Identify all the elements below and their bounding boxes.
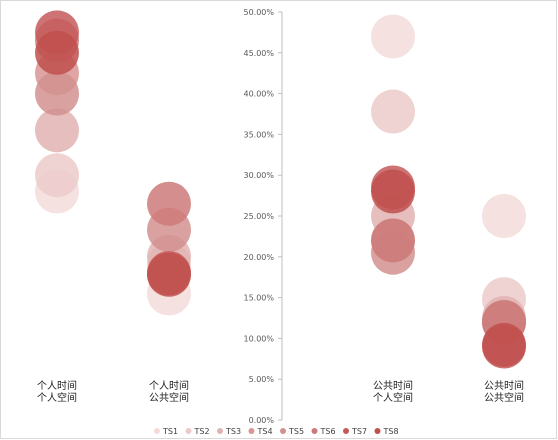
category-label: 个人时间 bbox=[149, 379, 189, 392]
y-tick-label: 5.00% bbox=[249, 375, 275, 384]
y-tick-label: 40.00% bbox=[243, 90, 274, 99]
category-label: 个人空间 bbox=[37, 391, 77, 404]
legend-marker-ts5 bbox=[280, 428, 286, 434]
legend-label-ts5: TS5 bbox=[288, 427, 304, 436]
legend-marker-ts8 bbox=[374, 428, 381, 434]
legend-label-ts4: TS4 bbox=[257, 427, 273, 436]
y-tick-label: 35.00% bbox=[243, 130, 274, 139]
data-point-ts8-cat3 bbox=[371, 169, 415, 214]
legend-marker-ts7 bbox=[343, 428, 349, 434]
category-label: 公共空间 bbox=[484, 391, 524, 404]
y-tick-label: 20.00% bbox=[243, 253, 274, 262]
data-point-ts1-cat4 bbox=[482, 194, 526, 238]
data-point-ts6-cat3 bbox=[371, 218, 415, 263]
data-point-ts3-cat1 bbox=[35, 108, 79, 153]
y-tick-label: 50.00% bbox=[243, 8, 274, 17]
y-axis-ticks: 0.00% 5.00% 10.00% 15.00% 20.00% 25.00% 30.00%… bbox=[243, 8, 282, 425]
legend-marker-ts6 bbox=[311, 428, 318, 434]
legend-marker-ts2 bbox=[185, 428, 192, 434]
legend-label-ts8: TS8 bbox=[383, 427, 399, 436]
y-tick-label: 10.00% bbox=[243, 334, 274, 343]
y-tick-label: 0.00% bbox=[249, 416, 275, 425]
legend-marker-ts4 bbox=[248, 428, 255, 434]
category-label: 公共空间 bbox=[149, 391, 189, 404]
y-tick-label: 15.00% bbox=[243, 294, 274, 303]
data-point-ts5-cat1 bbox=[35, 71, 79, 116]
category-label: 个人时间 bbox=[37, 379, 77, 392]
y-tick-label: 25.00% bbox=[243, 212, 274, 221]
legend-marker-ts3 bbox=[217, 428, 223, 434]
data-point-ts2-cat3 bbox=[371, 89, 415, 134]
legend-label-ts3: TS3 bbox=[225, 427, 241, 436]
legend-label-ts6: TS6 bbox=[320, 427, 336, 436]
category-label: 个人空间 bbox=[373, 391, 413, 404]
data-point-ts8-cat1 bbox=[35, 30, 79, 75]
data-point-ts2-cat1 bbox=[35, 153, 79, 198]
data-point-ts8-cat4 bbox=[482, 322, 526, 367]
y-tick-label: 45.00% bbox=[243, 49, 274, 58]
y-tick-label: 30.00% bbox=[243, 171, 274, 180]
legend: TS1 TS2 TS3 TS4 TS5 TS6 TS7 TS8 bbox=[154, 427, 399, 436]
legend-marker-ts1 bbox=[154, 428, 160, 434]
data-points bbox=[35, 10, 526, 369]
category-label: 公共时间 bbox=[484, 379, 524, 392]
data-point-ts8-cat2 bbox=[147, 252, 191, 297]
data-point-ts6-cat2 bbox=[147, 181, 191, 226]
legend-label-ts2: TS2 bbox=[194, 427, 210, 436]
legend-label-ts1: TS1 bbox=[162, 427, 178, 436]
data-point-ts1-cat3 bbox=[371, 14, 415, 59]
category-label: 公共时间 bbox=[373, 379, 413, 392]
legend-label-ts7: TS7 bbox=[351, 427, 367, 436]
